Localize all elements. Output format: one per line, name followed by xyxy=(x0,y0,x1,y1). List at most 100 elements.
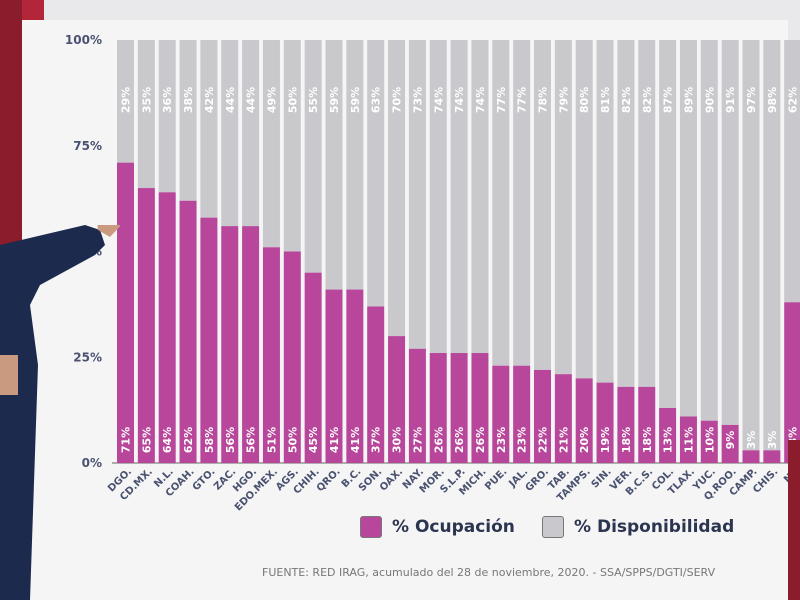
bar-ocupacion xyxy=(450,353,468,463)
data-label-disponibilidad: 91% xyxy=(724,87,737,113)
x-tick-label: SON. xyxy=(357,466,384,493)
bar-disponibilidad xyxy=(408,40,426,349)
legend-swatch-availability xyxy=(542,516,564,538)
x-tick-label: GRO. xyxy=(524,466,552,494)
data-label-ocupacion: 19% xyxy=(599,427,612,453)
bar-ocupacion xyxy=(367,306,385,463)
data-label-ocupacion: 3% xyxy=(766,431,779,450)
bar-ocupacion xyxy=(471,353,489,463)
bar-ocupacion xyxy=(429,353,447,463)
bar-disponibilidad xyxy=(388,40,406,337)
bar-ocupacion xyxy=(158,192,176,463)
bar-ocupacion xyxy=(346,289,364,463)
legend-swatch-occupation xyxy=(360,516,382,538)
bar-disponibilidad xyxy=(763,40,781,451)
bar-disponibilidad xyxy=(617,40,635,387)
data-label-disponibilidad: 97% xyxy=(745,87,758,113)
bar-ocupacion xyxy=(492,365,510,463)
data-label-disponibilidad: 63% xyxy=(370,87,383,113)
data-label-ocupacion: 23% xyxy=(516,427,529,453)
bar-ocupacion xyxy=(617,386,635,463)
red-frame-right xyxy=(788,440,800,600)
bar-disponibilidad xyxy=(721,40,739,425)
data-label-ocupacion: 13% xyxy=(662,427,675,453)
bar-ocupacion xyxy=(596,382,614,463)
data-label-disponibilidad: 44% xyxy=(245,87,258,113)
bar-ocupacion xyxy=(763,450,781,463)
data-label-ocupacion: 41% xyxy=(328,427,341,453)
red-frame-top xyxy=(22,0,44,20)
data-label-disponibilidad: 36% xyxy=(161,87,174,113)
bar-ocupacion xyxy=(304,272,322,463)
data-label-disponibilidad: 89% xyxy=(682,87,695,113)
data-label-ocupacion: 23% xyxy=(495,427,508,453)
y-tick-label: 75% xyxy=(73,139,102,153)
bar-disponibilidad xyxy=(450,40,468,354)
data-label-ocupacion: 22% xyxy=(537,427,550,453)
data-label-disponibilidad: 90% xyxy=(703,87,716,113)
data-label-ocupacion: 10% xyxy=(703,427,716,453)
data-label-ocupacion: 26% xyxy=(453,427,466,453)
legend-occupation: % Ocupación xyxy=(360,516,515,538)
y-tick-label: 0% xyxy=(82,456,102,470)
data-label-disponibilidad: 74% xyxy=(453,87,466,113)
bar-disponibilidad xyxy=(325,40,343,290)
bar-disponibilidad xyxy=(117,40,134,163)
bar-disponibilidad xyxy=(304,40,322,273)
bar-ocupacion xyxy=(721,424,739,463)
data-label-ocupacion: 11% xyxy=(682,427,695,453)
data-label-disponibilidad: 55% xyxy=(307,87,320,113)
bar-disponibilidad xyxy=(429,40,447,354)
legend-label-occupation: % Ocupación xyxy=(392,517,515,537)
source-note: FUENTE: RED IRAG, acumulado del 28 de no… xyxy=(262,566,716,579)
bar-ocupacion xyxy=(659,408,677,463)
data-label-disponibilidad: 70% xyxy=(391,87,404,113)
bar-ocupacion xyxy=(200,217,218,463)
data-label-disponibilidad: 38% xyxy=(182,87,195,113)
bar-ocupacion xyxy=(679,416,697,463)
bar-ocupacion xyxy=(388,336,406,463)
data-label-disponibilidad: 44% xyxy=(224,87,237,113)
bar-ocupacion xyxy=(742,450,760,463)
data-label-disponibilidad: 35% xyxy=(140,87,153,113)
bar-disponibilidad xyxy=(534,40,551,370)
data-label-ocupacion: 37% xyxy=(370,427,383,453)
y-tick-label: 100% xyxy=(65,33,102,47)
bar-ocupacion xyxy=(137,188,155,464)
data-label-disponibilidad: 50% xyxy=(286,87,299,113)
data-label-disponibilidad: 80% xyxy=(578,87,591,113)
bar-ocupacion xyxy=(408,348,426,463)
bar-disponibilidad xyxy=(700,40,718,421)
data-label-disponibilidad: 87% xyxy=(662,87,675,113)
bar-ocupacion xyxy=(554,374,572,463)
data-label-disponibilidad: 59% xyxy=(328,87,341,113)
bar-disponibilidad xyxy=(242,40,260,227)
bar-disponibilidad xyxy=(221,40,239,227)
data-label-disponibilidad: 79% xyxy=(557,87,570,113)
bar-ocupacion xyxy=(221,226,239,463)
bar-disponibilidad xyxy=(596,40,614,383)
bar-disponibilidad xyxy=(200,40,218,218)
bar-disponibilidad xyxy=(367,40,385,307)
bar-disponibilidad xyxy=(575,40,593,379)
bar-disponibilidad xyxy=(492,40,510,366)
bar-disponibilidad xyxy=(346,40,364,290)
data-label-ocupacion: 62% xyxy=(182,427,195,453)
data-label-disponibilidad: 49% xyxy=(265,87,278,113)
data-label-disponibilidad: 77% xyxy=(495,87,508,113)
data-label-ocupacion: 27% xyxy=(411,427,424,453)
data-label-ocupacion: 20% xyxy=(578,427,591,453)
data-label-ocupacion: 18% xyxy=(641,427,654,453)
bar-ocupacion xyxy=(513,365,531,463)
data-label-ocupacion: 45% xyxy=(307,427,320,453)
data-label-ocupacion: 9% xyxy=(724,431,737,450)
bar-ocupacion xyxy=(575,378,593,463)
data-label-disponibilidad: 74% xyxy=(474,87,487,113)
legend-availability: % Disponibilidad xyxy=(542,516,734,538)
bar-disponibilidad xyxy=(513,40,531,366)
bar-disponibilidad xyxy=(283,40,301,252)
data-label-disponibilidad: 81% xyxy=(599,87,612,113)
data-label-disponibilidad: 82% xyxy=(641,87,654,113)
bar-ocupacion xyxy=(179,200,197,464)
